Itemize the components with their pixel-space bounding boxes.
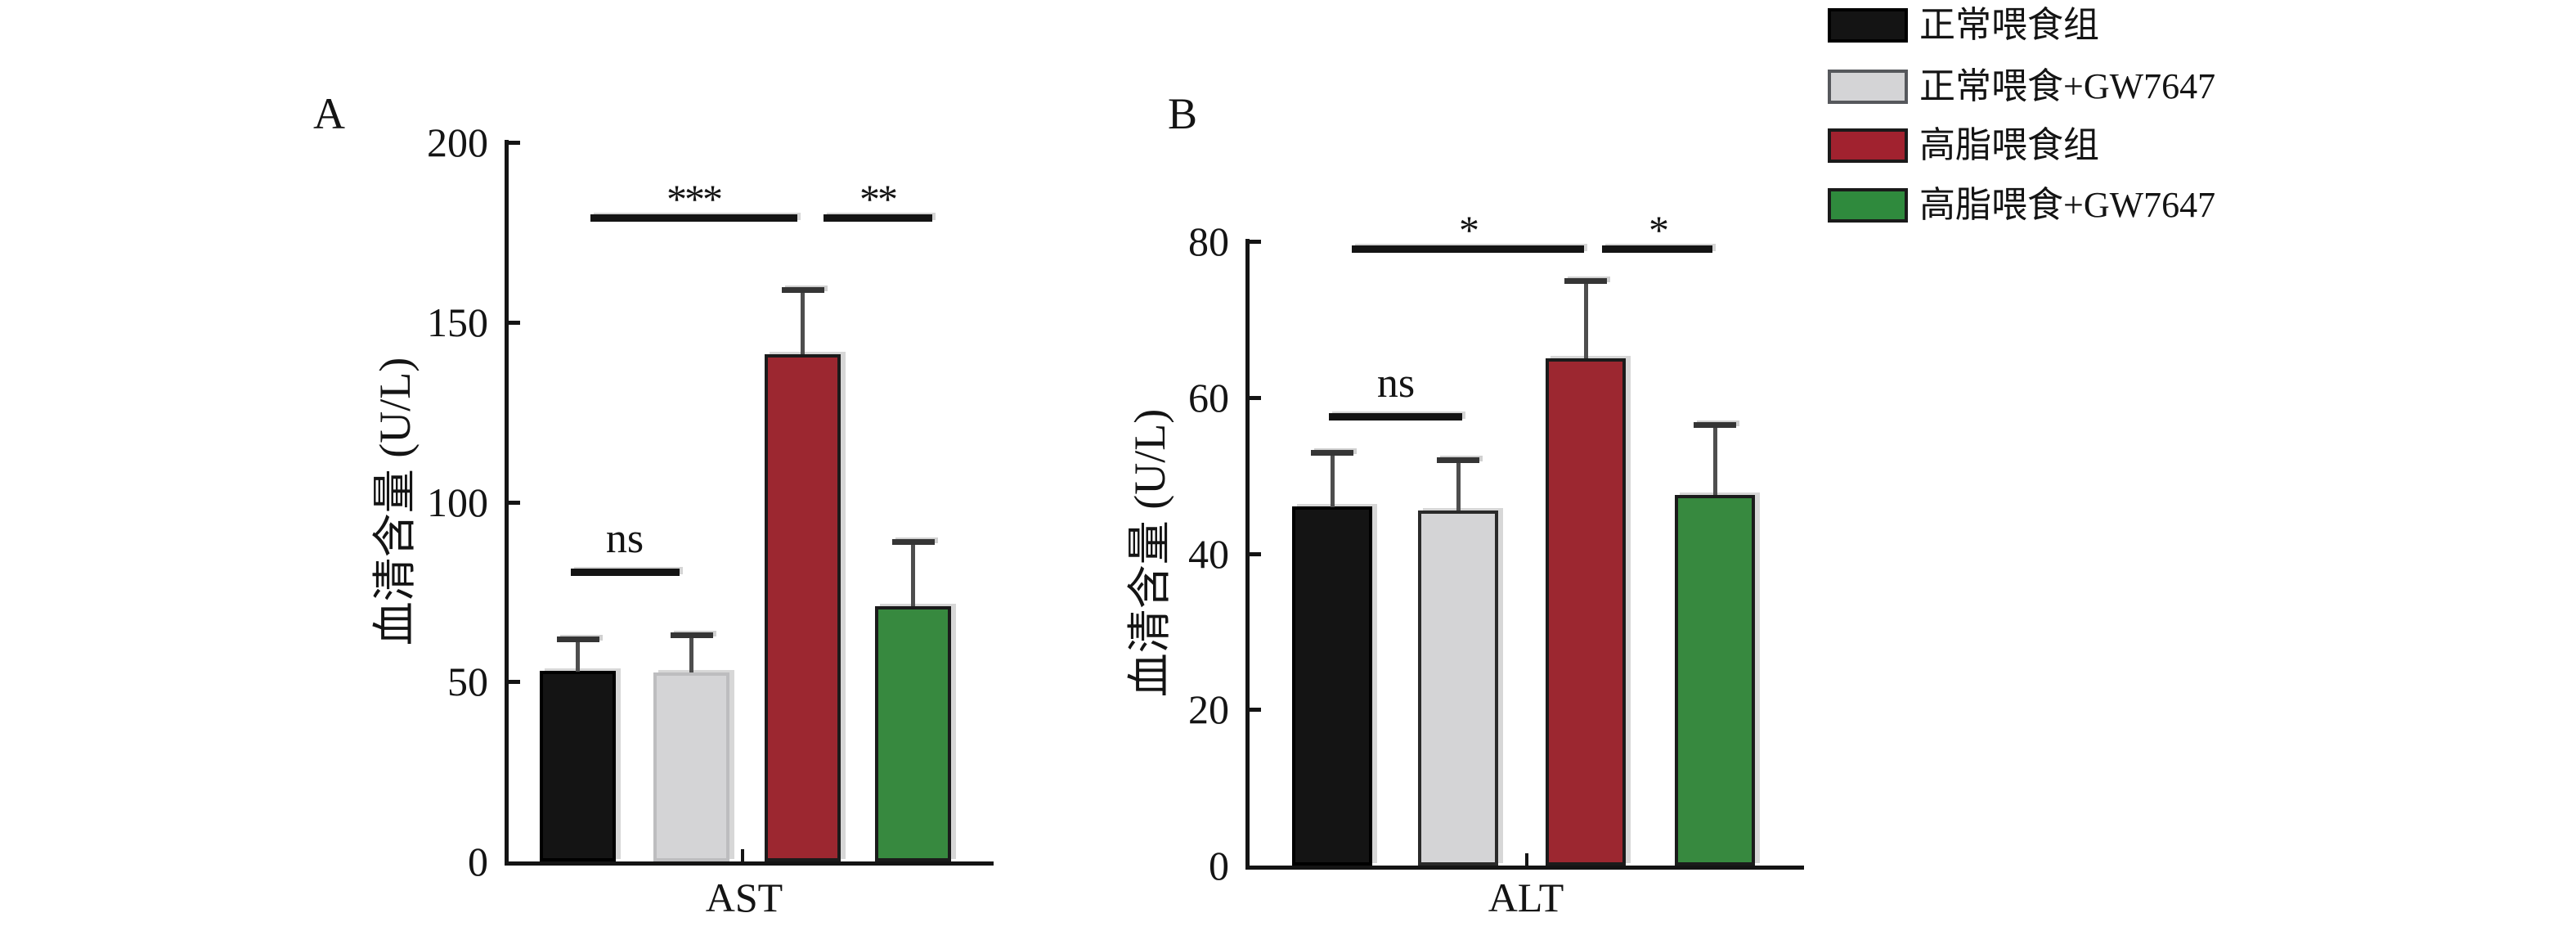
significance-bracket xyxy=(1602,245,1712,253)
significance-label: *** xyxy=(666,176,723,222)
x-category-label: AST xyxy=(705,875,783,920)
y-tick-label: 0 xyxy=(468,839,488,884)
legend-swatch-4 xyxy=(1828,188,1908,223)
error-bar-cap xyxy=(1694,422,1736,428)
x-axis xyxy=(1245,866,1804,870)
error-bar-stem xyxy=(576,641,580,672)
y-axis xyxy=(505,140,509,866)
error-bar-stem xyxy=(689,637,693,672)
error-bar-cap xyxy=(557,636,599,642)
y-tick-label: 40 xyxy=(1188,531,1229,577)
bar-ast-group1 xyxy=(540,671,616,861)
error-bar-cap xyxy=(1437,457,1479,463)
y-tick-label: 0 xyxy=(1209,843,1229,888)
y-tick-label: 20 xyxy=(1188,686,1229,732)
y-tick-label: 60 xyxy=(1188,375,1229,421)
error-bar-stem xyxy=(801,292,805,354)
y-axis-title: 血清含量 (U/L) xyxy=(1125,408,1174,698)
y-tick-mark xyxy=(508,680,520,684)
legend-swatch-3 xyxy=(1828,128,1908,163)
legend-swatch-2 xyxy=(1828,70,1908,104)
bar-alt-group1 xyxy=(1292,506,1372,866)
error-bar-cap xyxy=(1564,278,1607,284)
panel-label-b: B xyxy=(1168,89,1198,138)
legend-label-2: 正常喂食+GW7647 xyxy=(1919,66,2216,106)
y-tick-label: 50 xyxy=(447,659,488,704)
y-tick-mark xyxy=(1249,552,1261,556)
bar-alt-group3 xyxy=(1546,358,1626,866)
legend-label-3: 高脂喂食组 xyxy=(1919,125,2099,165)
significance-bracket xyxy=(571,569,680,576)
y-axis xyxy=(1245,239,1250,870)
y-tick-mark xyxy=(1249,396,1261,400)
y-tick-mark xyxy=(508,141,520,145)
significance-bracket xyxy=(824,214,932,222)
legend-swatch-1 xyxy=(1828,8,1908,43)
y-tick-label: 80 xyxy=(1188,218,1229,264)
x-axis xyxy=(505,861,994,866)
y-tick-label: 200 xyxy=(427,119,488,165)
significance-label: * xyxy=(1649,207,1669,253)
x-category-tick xyxy=(1525,853,1528,866)
error-bar-cap xyxy=(892,539,935,545)
significance-bracket xyxy=(1329,413,1462,421)
significance-label: ns xyxy=(605,515,644,562)
legend-label-4: 高脂喂食+GW7647 xyxy=(1919,185,2216,225)
y-tick-mark xyxy=(1249,240,1261,244)
error-bar-stem xyxy=(1713,427,1717,495)
error-bar-cap xyxy=(1311,450,1353,456)
error-bar-stem xyxy=(911,544,915,606)
x-category-tick xyxy=(741,849,744,861)
bar-ast-group3 xyxy=(765,354,841,861)
significance-label: ns xyxy=(1376,360,1416,407)
y-tick-mark xyxy=(508,321,520,325)
error-bar-cap xyxy=(671,632,713,638)
significance-bracket xyxy=(1352,245,1584,253)
error-bar-stem xyxy=(1584,283,1588,358)
y-tick-mark xyxy=(508,501,520,505)
legend-label-1: 正常喂食组 xyxy=(1919,5,2099,45)
y-tick-label: 150 xyxy=(427,299,488,345)
bar-ast-group2 xyxy=(653,672,729,861)
y-axis-title: 血清含量 (U/L) xyxy=(370,357,420,646)
significance-label: * xyxy=(1459,207,1479,253)
error-bar-stem xyxy=(1456,462,1461,510)
significance-label: ** xyxy=(859,176,898,222)
panel-label-a: A xyxy=(313,89,345,138)
error-bar-stem xyxy=(1331,455,1335,507)
significance-bracket xyxy=(590,214,797,222)
bar-alt-group4 xyxy=(1675,495,1755,866)
bar-ast-group4 xyxy=(875,606,951,861)
y-tick-label: 100 xyxy=(427,479,488,525)
bar-alt-group2 xyxy=(1418,510,1498,866)
x-category-label: ALT xyxy=(1488,875,1564,920)
y-tick-mark xyxy=(1249,708,1261,712)
error-bar-cap xyxy=(782,287,824,293)
